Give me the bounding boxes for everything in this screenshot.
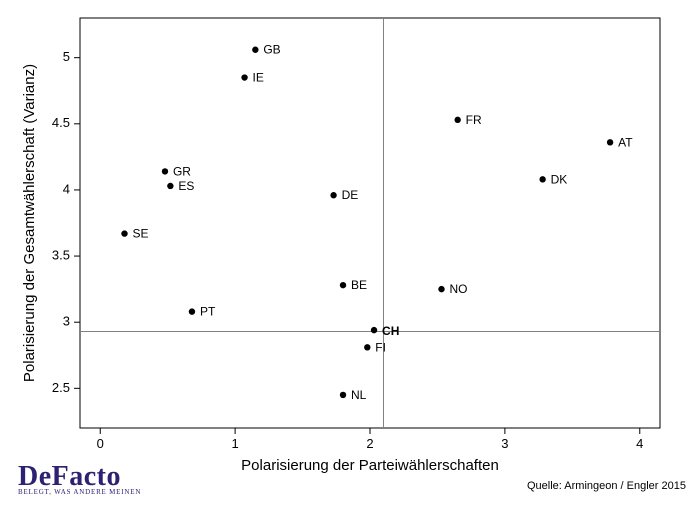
data-point-label: BE <box>351 278 367 292</box>
x-tick-label: 0 <box>97 436 104 451</box>
data-point <box>438 286 444 292</box>
data-point-label: IE <box>253 71 264 85</box>
data-point-label: ES <box>178 179 194 193</box>
data-point-label: GB <box>263 43 280 57</box>
y-axis-title: Polarisierung der Gesamtwählerschaft (Va… <box>21 64 38 382</box>
x-tick-label: 1 <box>231 436 238 451</box>
data-point <box>340 392 346 398</box>
data-point <box>454 117 460 123</box>
data-point <box>364 344 370 350</box>
y-tick-label: 5 <box>63 49 70 64</box>
x-tick-label: 3 <box>501 436 508 451</box>
x-tick-label: 2 <box>366 436 373 451</box>
logo: DeFacto BELEGT, WAS ANDERE MEINEN <box>18 463 141 496</box>
data-point-label: NL <box>351 388 367 402</box>
y-tick-label: 3 <box>63 314 70 329</box>
data-point-label: GR <box>173 164 191 178</box>
data-point <box>539 176 545 182</box>
data-point <box>330 192 336 198</box>
data-point <box>167 183 173 189</box>
y-tick-label: 2.5 <box>52 380 70 395</box>
data-point-label: DK <box>551 172 568 186</box>
logo-tagline: BELEGT, WAS ANDERE MEINEN <box>18 489 141 496</box>
data-point <box>241 74 247 80</box>
y-tick-label: 4 <box>63 181 70 196</box>
data-point <box>189 308 195 314</box>
data-point-label: FR <box>466 113 482 127</box>
data-point <box>162 168 168 174</box>
data-point-label: PT <box>200 305 216 319</box>
data-point <box>607 139 613 145</box>
data-point <box>121 230 127 236</box>
data-point-label: DE <box>342 188 359 202</box>
scatter-chart: 0 1 2 3 4 2.5 3 3.5 4 4.5 5 Polarisierung der Parte… <box>0 0 700 500</box>
data-point <box>252 47 258 53</box>
data-point <box>371 327 377 333</box>
source-credit: Quelle: Armingeon / Engler 2015 <box>527 480 686 492</box>
data-point-label: NO <box>449 282 467 296</box>
data-point-label: FI <box>375 340 386 354</box>
y-tick-label: 4.5 <box>52 115 70 130</box>
data-point-label: CH <box>382 324 399 338</box>
data-point-label: AT <box>618 135 633 149</box>
y-tick-label: 3.5 <box>52 248 70 263</box>
data-point-label: SE <box>133 227 149 241</box>
plot-frame <box>80 18 660 428</box>
x-axis-title: Polarisierung der Parteiwählerschaften <box>241 457 499 474</box>
data-point <box>340 282 346 288</box>
x-tick-label: 4 <box>636 436 643 451</box>
